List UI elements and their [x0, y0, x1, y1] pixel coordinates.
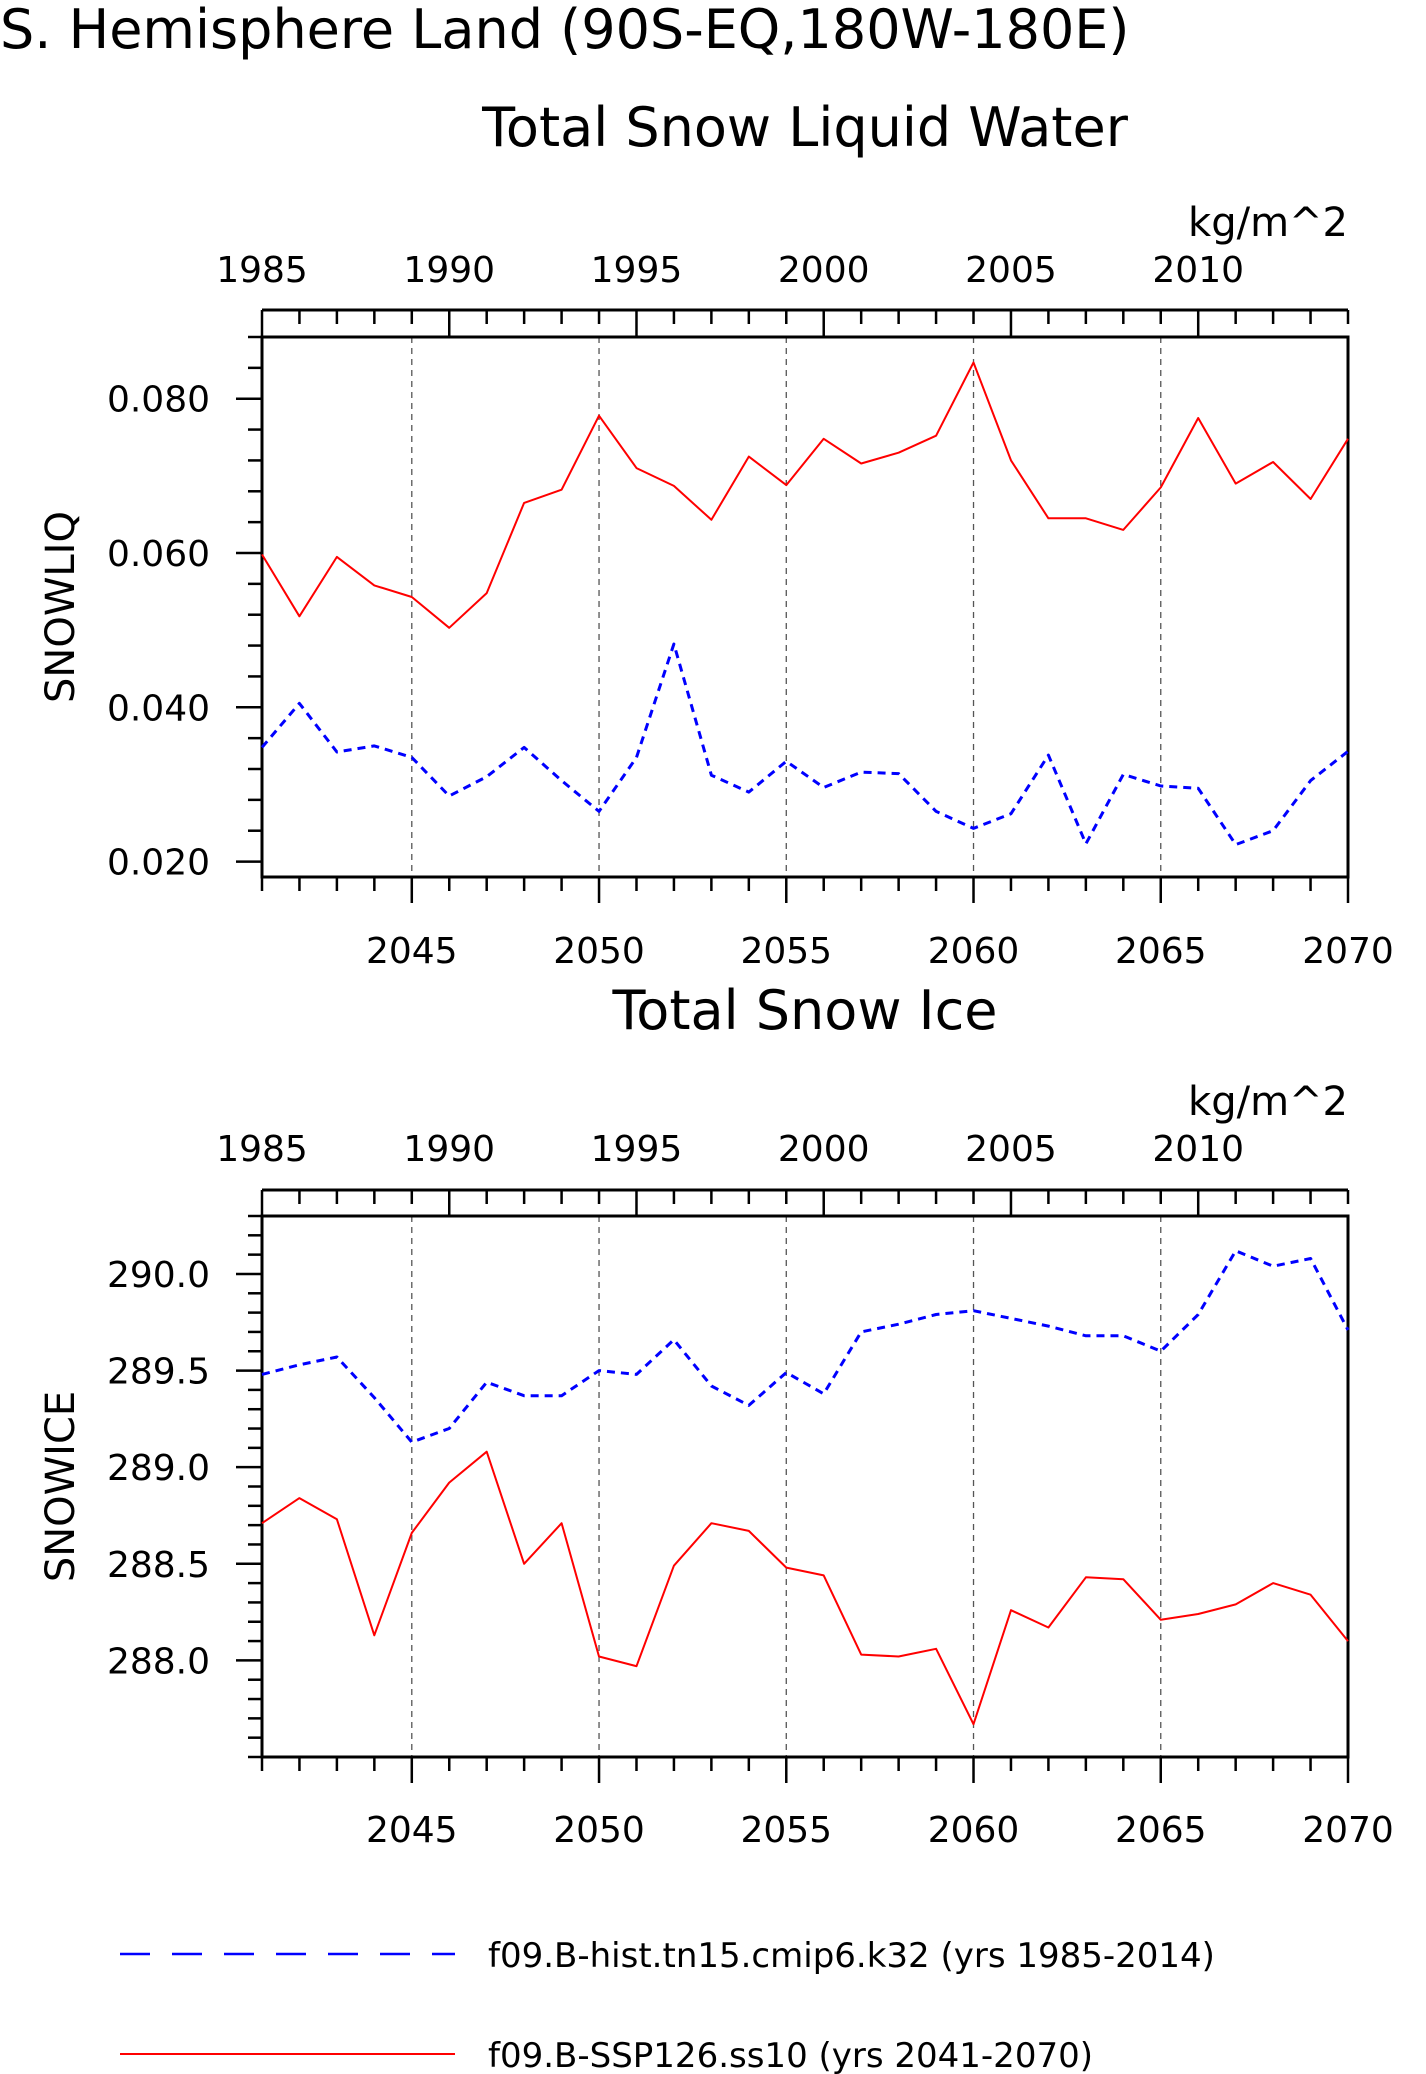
y-axis-label: SNOWICE: [38, 1391, 84, 1582]
panel-snowliq: Total Snow Liquid Water kg/m^2 1985 1990 1…: [38, 96, 1394, 972]
legend: f09.B-hist.tn15.cmip6.k32 (yrs 1985-2014…: [120, 1936, 1215, 2074]
bottom-tick-label: 2065: [1115, 931, 1207, 972]
series-lines: [261, 1249, 1350, 1726]
y-tick-label: 289.5: [107, 1352, 210, 1393]
bottom-tick-label: 2065: [1115, 1810, 1207, 1851]
ssp-series-line: [261, 361, 1349, 629]
grid-lines: [411, 337, 1162, 877]
panel-title: Total Snow Liquid Water: [481, 96, 1129, 159]
y-tick-label: 288.5: [107, 1545, 210, 1586]
y-tick-label: 289.0: [107, 1448, 210, 1489]
top-tick-label: 1985: [216, 250, 308, 291]
top-tick-label: 2005: [965, 1129, 1057, 1170]
top-tick-label: 1995: [591, 1129, 683, 1170]
top-tick-label: 1985: [216, 1129, 308, 1170]
bottom-tick-label: 2055: [740, 1810, 832, 1851]
ssp-series-line: [261, 1450, 1349, 1726]
bottom-tick-label: 2050: [553, 1810, 645, 1851]
y-tick-label: 290.0: [107, 1255, 210, 1296]
units-label: kg/m^2: [1188, 200, 1348, 246]
main-title: S. Hemisphere Land (90S-EQ,180W-180E): [0, 0, 1130, 61]
units-label: kg/m^2: [1188, 1079, 1348, 1125]
legend-hist-label: f09.B-hist.tn15.cmip6.k32 (yrs 1985-2014…: [488, 1936, 1215, 1976]
bottom-tick-label: 2055: [740, 931, 832, 972]
axis-ticks: [236, 1188, 1350, 1783]
y-tick-label: 0.040: [107, 688, 210, 729]
plot-frame: [260, 1214, 1350, 1759]
top-tick-label: 2010: [1152, 1129, 1244, 1170]
top-tick-label: 2000: [778, 250, 870, 291]
y-axis-label: SNOWLIQ: [38, 511, 84, 703]
plot-frame: [260, 335, 1350, 879]
top-tick-label: 1990: [403, 1129, 495, 1170]
bottom-tick-label: 2070: [1302, 1810, 1394, 1851]
y-tick-label: 0.060: [107, 534, 210, 575]
y-tick-label: 288.0: [107, 1641, 210, 1682]
bottom-x-axis: 2045 2050 2055 2060 2065 2070: [366, 931, 1394, 972]
top-tick-label: 1995: [591, 250, 683, 291]
top-x-axis: 1985 1990 1995 2000 2005 2010: [216, 1129, 1244, 1170]
bottom-tick-label: 2050: [553, 931, 645, 972]
bottom-tick-label: 2070: [1302, 931, 1394, 972]
top-x-axis: 1985 1990 1995 2000 2005 2010: [216, 250, 1244, 291]
grid-lines: [411, 1216, 1162, 1757]
bottom-tick-label: 2045: [366, 931, 458, 972]
y-axis: 288.0 288.5 289.0 289.5 290.0: [107, 1255, 210, 1682]
legend-ssp-label: f09.B-SSP126.ss10 (yrs 2041-2070): [488, 2036, 1093, 2074]
bottom-tick-label: 2060: [928, 931, 1020, 972]
axis-ticks: [236, 308, 1350, 903]
hist-series-line: [261, 1249, 1350, 1444]
bottom-x-axis: 2045 2050 2055 2060 2065 2070: [366, 1810, 1394, 1851]
top-tick-label: 2005: [965, 250, 1057, 291]
y-tick-label: 0.080: [107, 380, 210, 421]
y-axis: 0.020 0.040 0.060 0.080: [107, 380, 210, 884]
series-lines: [260, 361, 1349, 847]
top-tick-label: 2000: [778, 1129, 870, 1170]
top-tick-label: 1990: [403, 250, 495, 291]
panel-snowice: Total Snow Ice kg/m^2 1985 1990 1995 2000 20…: [38, 979, 1394, 1851]
bottom-tick-label: 2060: [928, 1810, 1020, 1851]
bottom-tick-label: 2045: [366, 1810, 458, 1851]
top-tick-label: 2010: [1152, 250, 1244, 291]
hist-series-line: [260, 642, 1349, 847]
panel-title: Total Snow Ice: [612, 979, 998, 1042]
y-tick-label: 0.020: [107, 843, 210, 884]
